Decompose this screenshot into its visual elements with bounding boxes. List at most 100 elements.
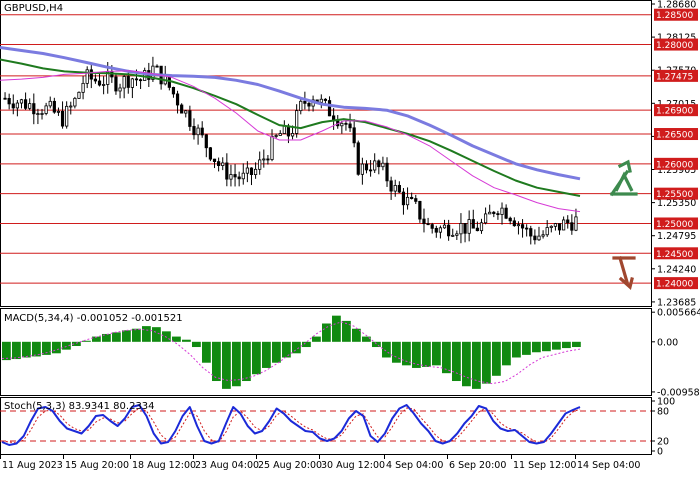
macd-bar xyxy=(202,342,211,363)
candle-body xyxy=(49,101,51,106)
candle-body xyxy=(562,220,564,230)
candle-body xyxy=(300,101,302,110)
macd-bar xyxy=(12,342,21,359)
candle-body xyxy=(98,81,100,85)
candle-body xyxy=(488,212,490,214)
candle-body xyxy=(189,111,191,127)
candle-body xyxy=(558,224,560,230)
candle-body xyxy=(308,103,310,106)
candle-body xyxy=(382,163,384,166)
x-tick-label: 25 Aug 20:00 xyxy=(258,460,322,471)
x-tick-label: 11 Sep 12:00 xyxy=(513,460,576,471)
candle-body xyxy=(102,84,104,85)
candle-body xyxy=(443,225,445,228)
candle-body xyxy=(571,223,573,231)
x-tick-label: 18 Aug 12:00 xyxy=(132,460,196,471)
candle-body xyxy=(291,133,293,136)
candle-body xyxy=(213,159,215,161)
macd-bar xyxy=(132,329,141,342)
candle-body xyxy=(538,236,540,240)
macd-bar xyxy=(112,332,121,341)
candle-body xyxy=(501,208,503,214)
candle-body xyxy=(115,77,117,91)
macd-bar xyxy=(432,342,441,366)
candle-body xyxy=(238,177,240,179)
macd-bar xyxy=(252,342,261,374)
candle-body xyxy=(435,228,437,232)
candle-body xyxy=(320,99,322,102)
candle-body xyxy=(123,77,125,88)
candle-body xyxy=(127,77,129,88)
x-tick-label: 6 Sep 20:00 xyxy=(449,460,506,471)
stoch-y-tick-label: 0 xyxy=(657,447,663,458)
candle-body xyxy=(61,111,63,126)
candle-body xyxy=(378,161,380,167)
price-y-tick-label: 1.24240 xyxy=(657,264,696,275)
candle-body xyxy=(521,225,523,228)
level-tag-label: 1.24500 xyxy=(656,250,693,260)
macd-bar xyxy=(382,342,391,358)
candle-body xyxy=(16,103,18,108)
candle-body xyxy=(185,111,187,113)
macd-bar xyxy=(362,337,371,342)
level-tag-label: 1.26900 xyxy=(656,107,693,117)
macd-bar xyxy=(272,342,281,363)
macd-bar xyxy=(192,342,201,347)
candle-body xyxy=(386,163,388,181)
candle-body xyxy=(246,168,248,173)
candle-body xyxy=(369,170,371,171)
candle-body xyxy=(402,192,404,205)
stoch-title: Stoch(5,3,3) 83.9341 80.2334 xyxy=(4,401,155,412)
candle-body xyxy=(24,100,26,109)
macd-bar xyxy=(532,342,541,352)
level-tag-label: 1.26500 xyxy=(656,131,693,141)
x-tick-label: 14 Sep 04:00 xyxy=(577,460,640,471)
candle-body xyxy=(542,235,544,236)
x-tick-label: 30 Aug 12:00 xyxy=(321,460,385,471)
candle-body xyxy=(205,135,207,148)
price-y-tick-label: 1.24795 xyxy=(657,231,696,242)
candle-body xyxy=(57,111,59,112)
candle-body xyxy=(135,79,137,80)
candle-body xyxy=(304,101,306,103)
candle-body xyxy=(517,225,519,226)
level-tag-label: 1.27475 xyxy=(656,72,693,82)
candle-body xyxy=(94,79,96,81)
candle-body xyxy=(197,128,199,135)
candle-body xyxy=(53,101,55,112)
candle-body xyxy=(493,212,495,213)
macd-bar xyxy=(292,342,301,354)
candle-body xyxy=(295,111,297,134)
macd-bar xyxy=(182,340,191,342)
candle-body xyxy=(74,98,76,106)
candle-body xyxy=(209,148,211,159)
candle-body xyxy=(509,218,511,221)
candle-body xyxy=(70,106,72,107)
macd-bar xyxy=(122,330,131,342)
candle-body xyxy=(476,228,478,231)
candle-body xyxy=(12,104,14,108)
candle-body xyxy=(82,83,84,92)
candle-body xyxy=(534,236,536,240)
macd-bar xyxy=(462,342,471,386)
candle-body xyxy=(226,163,228,179)
candle-body xyxy=(464,223,466,233)
candle-body xyxy=(139,80,141,81)
candle-body xyxy=(283,126,285,134)
macd-bar xyxy=(282,342,291,358)
price-panel-frame xyxy=(1,1,652,307)
candle-body xyxy=(250,168,252,175)
macd-bar xyxy=(152,327,161,342)
macd-bar xyxy=(302,342,311,347)
candle-body xyxy=(275,135,277,136)
candle-body xyxy=(468,220,470,234)
candle-body xyxy=(324,99,326,100)
candle-body xyxy=(41,113,43,114)
candle-body xyxy=(271,136,273,159)
candle-body xyxy=(365,164,367,170)
level-tag-label: 1.26000 xyxy=(656,160,693,170)
candle-body xyxy=(217,162,219,166)
macd-bar xyxy=(2,342,11,360)
candle-body xyxy=(452,235,454,236)
